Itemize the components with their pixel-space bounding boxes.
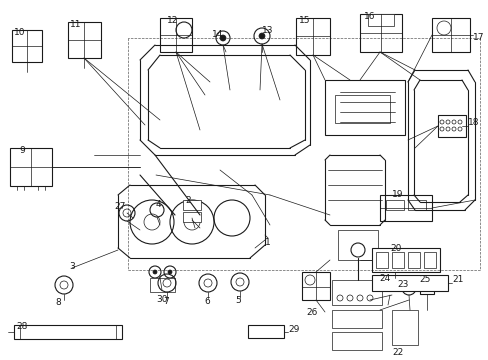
Text: 5: 5 bbox=[235, 296, 241, 305]
Bar bbox=[375, 252, 387, 268]
Bar bbox=[419, 278, 433, 294]
Text: 4: 4 bbox=[155, 200, 161, 209]
Bar bbox=[10, 148, 52, 186]
Bar bbox=[183, 200, 201, 210]
Text: 28: 28 bbox=[16, 322, 28, 331]
Bar bbox=[385, 200, 403, 210]
Bar bbox=[325, 80, 404, 135]
Bar bbox=[331, 332, 381, 350]
Text: 16: 16 bbox=[364, 12, 375, 21]
Text: 26: 26 bbox=[305, 308, 317, 317]
Bar bbox=[150, 278, 175, 292]
Text: 12: 12 bbox=[167, 16, 178, 25]
Bar bbox=[391, 252, 403, 268]
Text: 27: 27 bbox=[114, 202, 125, 211]
Text: 14: 14 bbox=[212, 30, 223, 39]
Bar bbox=[431, 18, 469, 52]
Text: 20: 20 bbox=[389, 244, 401, 253]
Circle shape bbox=[168, 270, 172, 274]
Bar bbox=[367, 14, 393, 26]
Text: 8: 8 bbox=[55, 298, 61, 307]
Bar bbox=[12, 30, 42, 62]
Text: 30: 30 bbox=[156, 295, 167, 304]
Bar bbox=[247, 325, 284, 338]
Bar bbox=[407, 252, 419, 268]
Text: 22: 22 bbox=[391, 348, 403, 357]
Bar bbox=[302, 272, 329, 300]
Bar bbox=[331, 280, 381, 305]
Text: 10: 10 bbox=[14, 28, 26, 37]
Text: 6: 6 bbox=[203, 297, 209, 306]
Text: 17: 17 bbox=[472, 33, 484, 42]
Text: 9: 9 bbox=[19, 146, 25, 155]
Text: 24: 24 bbox=[379, 274, 390, 283]
Bar bbox=[14, 325, 122, 339]
Bar bbox=[407, 200, 425, 210]
Bar bbox=[68, 22, 101, 58]
Bar bbox=[331, 310, 381, 328]
Circle shape bbox=[153, 270, 157, 274]
Bar bbox=[183, 212, 201, 222]
Circle shape bbox=[388, 280, 394, 286]
Text: 23: 23 bbox=[397, 280, 408, 289]
Bar bbox=[437, 115, 465, 137]
Text: 25: 25 bbox=[418, 275, 430, 284]
Text: 2: 2 bbox=[185, 196, 190, 205]
Text: 13: 13 bbox=[262, 26, 273, 35]
Text: 21: 21 bbox=[451, 275, 463, 284]
Circle shape bbox=[259, 33, 264, 39]
Bar bbox=[391, 310, 417, 345]
Text: 1: 1 bbox=[264, 238, 270, 247]
Circle shape bbox=[220, 35, 225, 41]
Text: 29: 29 bbox=[287, 325, 299, 334]
Text: 19: 19 bbox=[391, 190, 403, 199]
Bar bbox=[337, 230, 377, 260]
Bar bbox=[371, 275, 447, 291]
Bar bbox=[295, 18, 329, 55]
Text: 15: 15 bbox=[299, 16, 310, 25]
Bar bbox=[423, 252, 435, 268]
Circle shape bbox=[405, 285, 411, 291]
Text: 3: 3 bbox=[69, 262, 75, 271]
Bar bbox=[359, 14, 401, 52]
Text: 18: 18 bbox=[467, 118, 479, 127]
Bar bbox=[160, 18, 192, 52]
Bar bbox=[371, 248, 439, 272]
Bar bbox=[379, 195, 431, 221]
Bar bbox=[334, 95, 389, 123]
Text: 7: 7 bbox=[163, 297, 168, 306]
Text: 11: 11 bbox=[70, 20, 81, 29]
